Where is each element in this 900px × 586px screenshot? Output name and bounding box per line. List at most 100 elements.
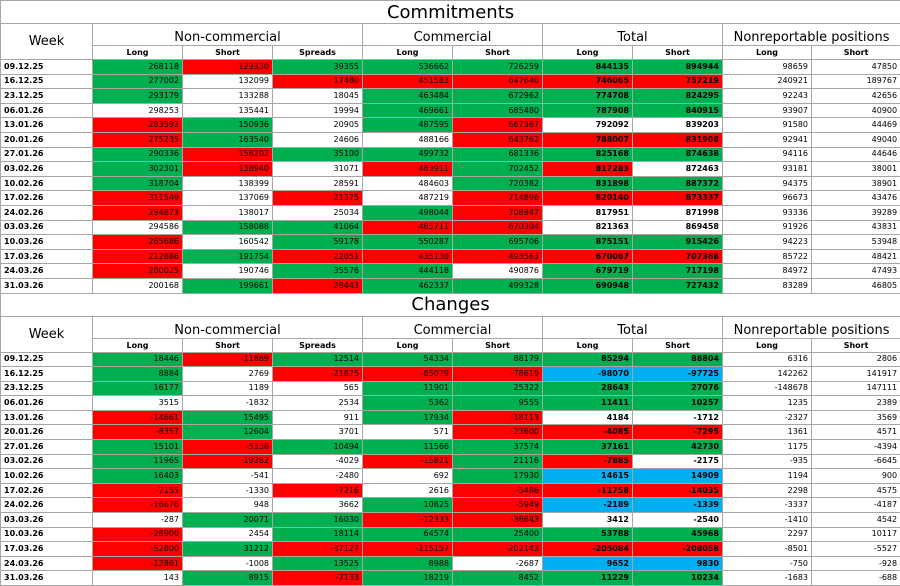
nonreportable-short-cell: 3569: [812, 410, 900, 425]
nonreportable-long-cell: 94116: [723, 147, 812, 162]
nonreportable-short-cell: 47850: [812, 60, 900, 75]
nonreportable-long-cell: 1361: [723, 425, 812, 440]
total-short-cell: -1339: [633, 498, 723, 513]
week-cell: 27.01.26: [1, 147, 93, 162]
total-long-cell: 4184: [543, 410, 633, 425]
noncommercial-long-cell: 265686: [93, 235, 183, 250]
noncommercial-long-cell: 268118: [93, 60, 183, 75]
commercial-long-cell: -15821: [363, 454, 453, 469]
total-long-cell: 11229: [543, 571, 633, 586]
nonreportable-short-cell: 44469: [812, 118, 900, 133]
noncommercial-short-cell: 150936: [183, 118, 273, 133]
nonreportable-long-cell: -2327: [723, 410, 812, 425]
nonreportable-long-cell: 6316: [723, 352, 812, 367]
commercial-long-cell: 11566: [363, 440, 453, 455]
commercial-short-cell: -5949: [453, 498, 543, 513]
nonreportable-short-cell: 38001: [812, 162, 900, 177]
total-long-cell: 774708: [543, 89, 633, 104]
nonreportable-short-cell: -4394: [812, 440, 900, 455]
noncommercial-long-cell: 16403: [93, 469, 183, 484]
commercial-short-cell: 25400: [453, 527, 543, 542]
subheader-commercial-short: Short: [453, 338, 543, 352]
noncommercial-short-cell: 190746: [183, 264, 273, 279]
commercial-long-cell: 571: [363, 425, 453, 440]
noncommercial-spreads-cell: -37127: [273, 542, 363, 557]
commercial-short-cell: 17930: [453, 469, 543, 484]
commercial-short-cell: 714896: [453, 191, 543, 206]
noncommercial-spreads-cell: 10494: [273, 440, 363, 455]
nonreportable-long-cell: -750: [723, 556, 812, 571]
noncommercial-short-cell: 135441: [183, 103, 273, 118]
changes-title: Changes: [1, 293, 900, 316]
commercial-long-cell: 444118: [363, 264, 453, 279]
week-cell: 27.01.26: [1, 440, 93, 455]
commercial-short-cell: 643762: [453, 132, 543, 147]
total-short-cell: 839203: [633, 118, 723, 133]
total-long-cell: 9652: [543, 556, 633, 571]
week-cell: 10.03.26: [1, 527, 93, 542]
total-long-cell: -4085: [543, 425, 633, 440]
commercial-short-cell: 708947: [453, 205, 543, 220]
total-long-cell: 37161: [543, 440, 633, 455]
nonreportable-short-cell: 4575: [812, 483, 900, 498]
total-short-cell: 42730: [633, 440, 723, 455]
nonreportable-short-cell: 43831: [812, 220, 900, 235]
week-cell: 10.03.26: [1, 235, 93, 250]
noncommercial-short-cell: 160542: [183, 235, 273, 250]
noncommercial-long-cell: 290336: [93, 147, 183, 162]
commercial-long-cell: 64574: [363, 527, 453, 542]
nonreportable-short-cell: 2806: [812, 352, 900, 367]
noncommercial-short-cell: -541: [183, 469, 273, 484]
noncommercial-long-cell: -28900: [93, 527, 183, 542]
total-long-cell: 820140: [543, 191, 633, 206]
noncommercial-short-cell: 158088: [183, 220, 273, 235]
noncommercial-short-cell: 138017: [183, 205, 273, 220]
commercial-long-cell: 462337: [363, 278, 453, 293]
noncommercial-spreads-cell: -7133: [273, 571, 363, 586]
nonreportable-long-cell: 92941: [723, 132, 812, 147]
nonreportable-short-cell: 43476: [812, 191, 900, 206]
subheader-noncommercial-short: Short: [183, 46, 273, 60]
total-short-cell: 915426: [633, 235, 723, 250]
noncommercial-long-cell: -8357: [93, 425, 183, 440]
noncommercial-short-cell: 137069: [183, 191, 273, 206]
nonreportable-short-cell: 48421: [812, 249, 900, 264]
total-short-cell: 869458: [633, 220, 723, 235]
commercial-long-cell: 10825: [363, 498, 453, 513]
nonreportable-short-cell: 900: [812, 469, 900, 484]
week-cell: 20.01.26: [1, 132, 93, 147]
noncommercial-spreads-cell: 3701: [273, 425, 363, 440]
noncommercial-short-cell: 191754: [183, 249, 273, 264]
noncommercial-spreads-cell: 28591: [273, 176, 363, 191]
nonreportable-long-cell: 96673: [723, 191, 812, 206]
nonreportable-short-cell: -5527: [812, 542, 900, 557]
week-cell: 16.12.25: [1, 367, 93, 382]
total-long-cell: -205084: [543, 542, 633, 557]
noncommercial-long-cell: 11965: [93, 454, 183, 469]
nonreportable-short-cell: 2389: [812, 396, 900, 411]
week-cell: 23.12.25: [1, 89, 93, 104]
noncommercial-long-cell: -287: [93, 513, 183, 528]
total-long-cell: -2189: [543, 498, 633, 513]
total-short-cell: -97725: [633, 367, 723, 382]
total-long-cell: 844135: [543, 60, 633, 75]
week-cell: 03.02.26: [1, 454, 93, 469]
total-long-cell: -7885: [543, 454, 633, 469]
commercial-long-cell: 487219: [363, 191, 453, 206]
commercial-short-cell: 88179: [453, 352, 543, 367]
nonreportable-short-cell: -4187: [812, 498, 900, 513]
noncommercial-spreads-cell: 3662: [273, 498, 363, 513]
week-header: Week: [1, 316, 93, 352]
commercial-long-cell: 483911: [363, 162, 453, 177]
commitments-title: Commitments: [1, 1, 900, 24]
noncommercial-long-cell: -52800: [93, 542, 183, 557]
commercial-short-cell: 490876: [453, 264, 543, 279]
total-short-cell: -208058: [633, 542, 723, 557]
